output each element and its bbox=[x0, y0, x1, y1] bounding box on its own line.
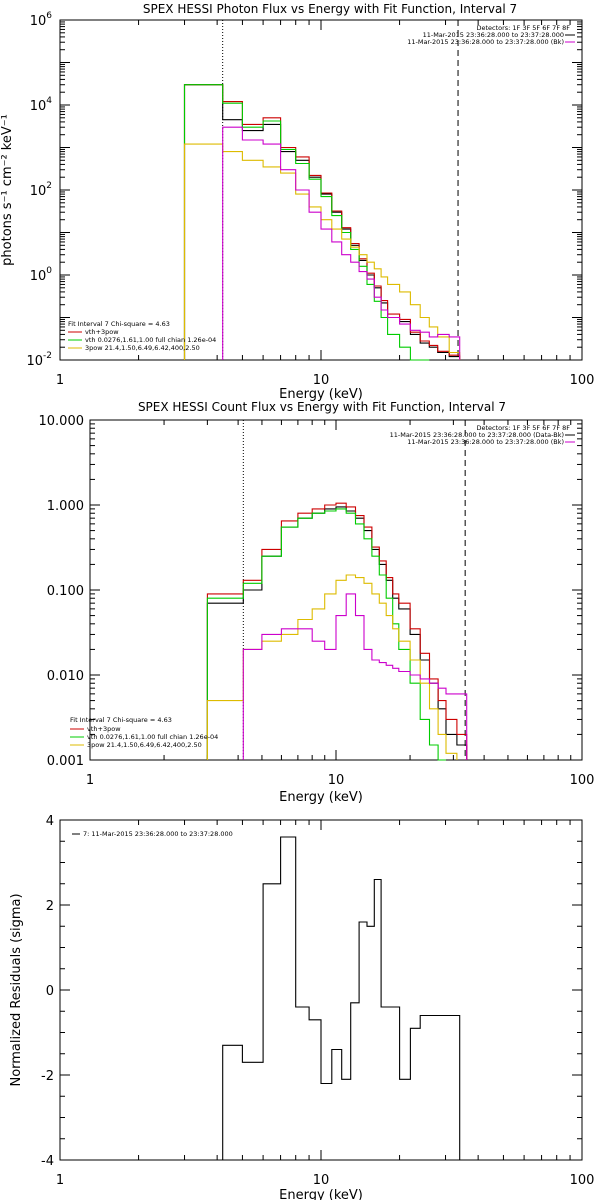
count-flux-panel: SPEX HESSI Count Flux vs Energy with Fit… bbox=[39, 400, 595, 805]
series-vth-3pow bbox=[206, 502, 468, 760]
x-tick-label: 1 bbox=[56, 373, 64, 388]
legend-bk-interval: 11-Mar-2015 23:36:28.000 to 23:37:28.000… bbox=[407, 438, 564, 446]
x-tick-label: 10 bbox=[313, 1173, 330, 1188]
residuals-ylabel: Normalized Residuals (sigma) bbox=[9, 893, 24, 1086]
legend-fit-header: Fit Interval 7 Chi-square = 4.63 bbox=[68, 320, 170, 328]
legend-bk-interval: 11-Mar-2015 23:36:28.000 to 23:37:28.000… bbox=[407, 38, 564, 46]
photon-flux-legend-left: Fit Interval 7 Chi-square = 4.63 vth+3po… bbox=[68, 320, 216, 352]
legend-3pow-label: 3pow 21.4,1.50,6.49,6.42,400,2.50 bbox=[85, 344, 200, 352]
y-tick-label: -4 bbox=[41, 1154, 54, 1169]
y-tick-label: -2 bbox=[41, 1069, 54, 1084]
photon-flux-fit-range-lines bbox=[222, 20, 459, 360]
count-flux-fit-range-lines bbox=[242, 420, 466, 760]
count-flux-y-tick-labels: 0.001 0.010 0.100 1.000 10.000 bbox=[39, 414, 85, 769]
x-tick-label: 100 bbox=[570, 1173, 595, 1188]
y-tick-label: 0 bbox=[46, 984, 54, 999]
series-vth bbox=[183, 84, 430, 361]
series-residuals bbox=[222, 836, 461, 1160]
count-flux-x-tick-labels: 1 10 100 bbox=[86, 773, 595, 788]
x-tick-label: 10 bbox=[313, 373, 330, 388]
legend-total-label: vth+3pow bbox=[85, 328, 119, 336]
y-tick-label: 10.000 bbox=[39, 414, 85, 429]
y-tick-label: 0.100 bbox=[47, 584, 84, 599]
photon-flux-xlabel: Energy (keV) bbox=[279, 387, 363, 402]
y-tick-label: 102 bbox=[30, 181, 52, 199]
count-flux-xlabel: Energy (keV) bbox=[279, 790, 363, 805]
count-flux-ticks bbox=[89, 419, 583, 761]
series-data bbox=[206, 506, 468, 760]
legend-vth-label: vth 0.0276,1.61,1.00 full chian 1.26e-04 bbox=[85, 336, 216, 344]
legend-vth-label: vth 0.0276,1.61,1.00 full chian 1.26e-04 bbox=[87, 733, 218, 741]
series-background bbox=[242, 593, 468, 760]
x-tick-label: 10 bbox=[328, 773, 345, 788]
x-tick-label: 100 bbox=[570, 373, 595, 388]
photon-flux-legend-right: Detectors: 1F 3F 5F 6F 7F 8F 11-Mar-2015… bbox=[407, 24, 575, 46]
series-vth-3pow bbox=[183, 84, 461, 360]
count-flux-legend-right: Detectors: 1F 3F 5F 6F 7F 8F 11-Mar-2015… bbox=[390, 424, 575, 446]
y-tick-label: 2 bbox=[46, 899, 54, 914]
y-tick-label: 4 bbox=[46, 814, 54, 829]
series-3pow bbox=[206, 574, 458, 760]
y-tick-label: 0.010 bbox=[47, 669, 84, 684]
y-tick-label: 1.000 bbox=[47, 499, 84, 514]
legend-detectors: Detectors: 1F 3F 5F 6F 7F 8F bbox=[476, 24, 570, 32]
legend-3pow-label: 3pow 21.4,1.50,6.49,6.42,400,2.50 bbox=[87, 741, 202, 749]
residuals-x-tick-labels: 1 10 100 bbox=[56, 1173, 595, 1188]
y-tick-label: 106 bbox=[30, 11, 53, 29]
photon-flux-x-tick-labels: 1 10 100 bbox=[56, 373, 595, 388]
x-tick-label: 100 bbox=[570, 773, 595, 788]
legend-fit-header: Fit Interval 7 Chi-square = 4.63 bbox=[70, 716, 172, 724]
residuals-legend: 7: 11-Mar-2015 23:36:28.000 to 23:37:28.… bbox=[72, 830, 233, 838]
series-vth bbox=[206, 508, 446, 761]
x-tick-label: 1 bbox=[86, 773, 94, 788]
x-tick-label: 1 bbox=[56, 1173, 64, 1188]
y-tick-label: 10-2 bbox=[26, 351, 52, 369]
residuals-series bbox=[222, 836, 461, 1160]
count-flux-series bbox=[206, 502, 468, 761]
legend-data-interval: 11-Mar-2015 23:36:28.000 to 23:37:28.000 bbox=[423, 31, 564, 39]
photon-flux-panel: SPEX HESSI Photon Flux vs Energy with Fi… bbox=[0, 2, 594, 402]
series-3pow bbox=[183, 143, 461, 360]
y-tick-label: 100 bbox=[30, 266, 53, 284]
residuals-plot-frame bbox=[59, 819, 583, 1161]
legend-detectors: Detectors: 1F 3F 5F 6F 7F 8F bbox=[476, 424, 570, 432]
y-tick-label: 104 bbox=[30, 96, 53, 114]
series-background bbox=[222, 126, 461, 360]
count-flux-legend-left: Fit Interval 7 Chi-square = 4.63 vth+3po… bbox=[70, 716, 218, 749]
legend-total-label: vth+3pow bbox=[87, 725, 121, 733]
series-data bbox=[183, 84, 461, 360]
residuals-y-tick-labels: -4 -2 0 2 4 bbox=[41, 814, 54, 1169]
count-flux-title: SPEX HESSI Count Flux vs Energy with Fit… bbox=[138, 400, 506, 414]
y-tick-label: 0.001 bbox=[47, 754, 84, 769]
photon-flux-series bbox=[183, 84, 461, 361]
legend-residuals-label: 7: 11-Mar-2015 23:36:28.000 to 23:37:28.… bbox=[83, 830, 233, 838]
photon-flux-title: SPEX HESSI Photon Flux vs Energy with Fi… bbox=[143, 2, 517, 16]
photon-flux-ylabel: photons s⁻¹ cm⁻² keV⁻¹ bbox=[0, 114, 15, 266]
photon-flux-y-tick-labels: 10-2 100 102 104 106 bbox=[26, 11, 52, 369]
residuals-ticks bbox=[59, 819, 583, 1161]
residuals-panel: Normalized Residuals (sigma) Energy (keV… bbox=[9, 814, 594, 1200]
legend-data-interval: 11-Mar-2015 23:36:28.000 to 23:37:28.000… bbox=[390, 431, 564, 439]
residuals-xlabel: Energy (keV) bbox=[279, 1188, 363, 1200]
photon-flux-ticks bbox=[59, 19, 583, 361]
